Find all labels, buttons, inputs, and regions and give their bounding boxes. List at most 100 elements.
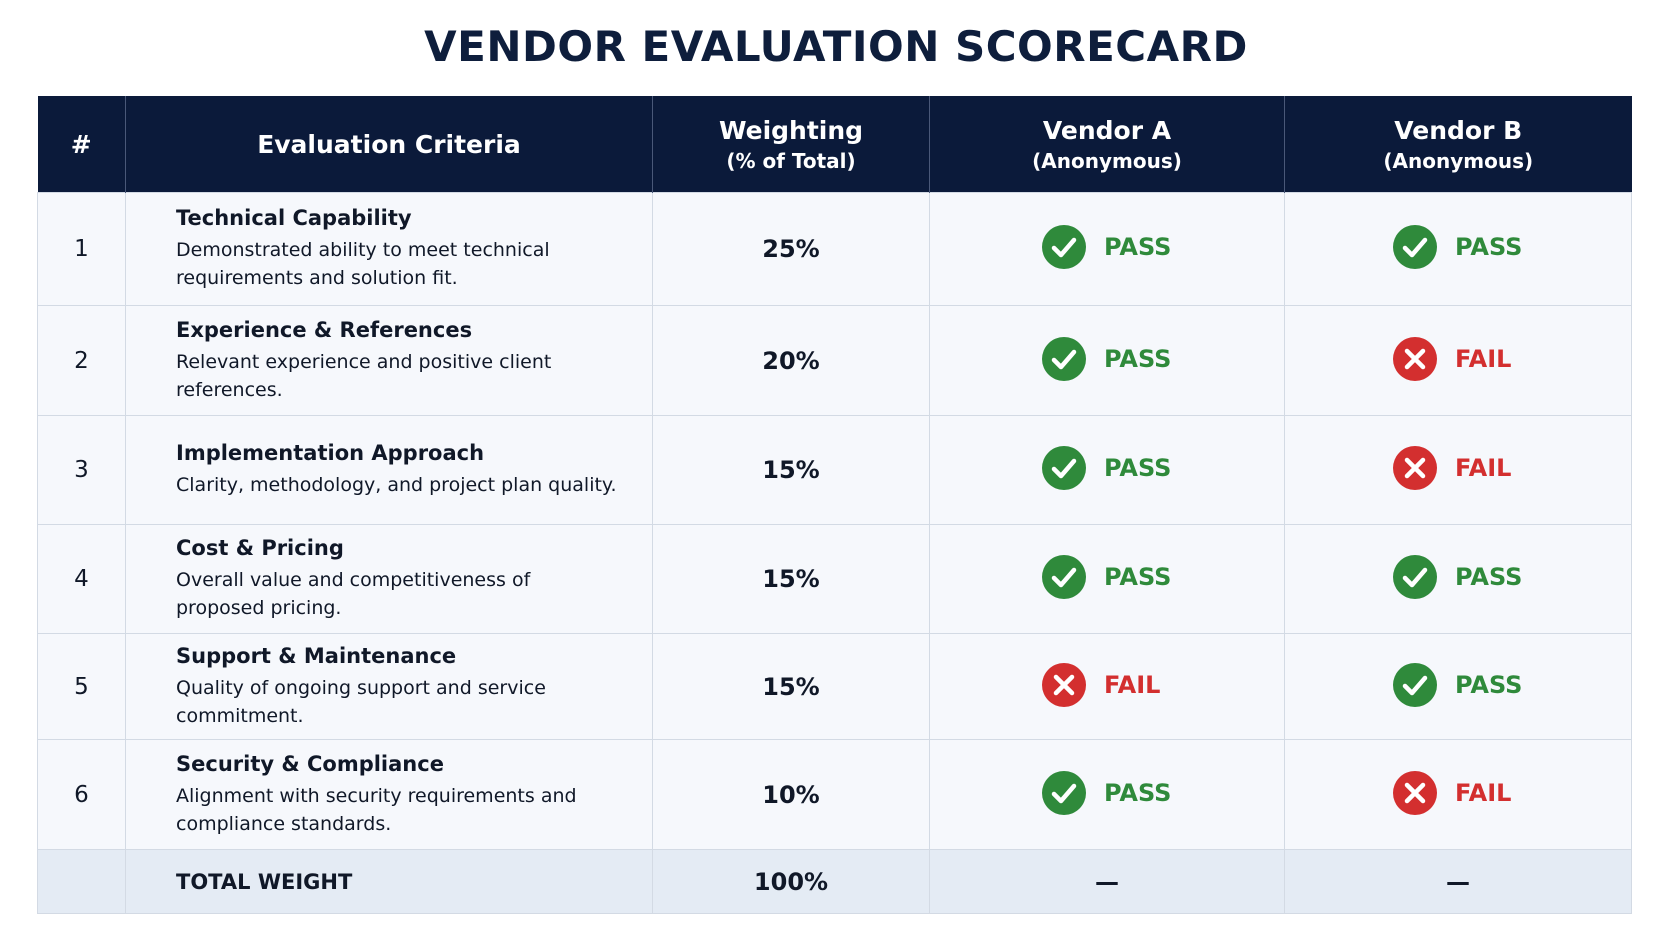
- header-cell: Weighting (% of Total): [652, 96, 930, 193]
- result-cell: PASS: [1284, 524, 1632, 634]
- result-cell: PASS: [929, 739, 1285, 850]
- pass-icon: [1393, 555, 1437, 599]
- header-cell: #: [37, 96, 126, 193]
- weighting: 15%: [652, 415, 930, 525]
- criteria-cell: Support & Maintenance Quality of ongoing …: [125, 633, 653, 740]
- criteria-cell: Technical Capability Demonstrated ability…: [125, 192, 653, 306]
- result: PASS: [1042, 336, 1172, 381]
- total-vendor-a: —: [929, 849, 1285, 914]
- result: PASS: [1042, 555, 1172, 599]
- result: PASS: [1393, 225, 1523, 269]
- table-row: 6 Security & Compliance Alignment with sec…: [37, 739, 1632, 850]
- result-label: PASS: [1455, 233, 1523, 261]
- result-cell: FAIL: [1284, 305, 1632, 416]
- pass-icon: [1042, 555, 1086, 599]
- row-number: 4: [37, 524, 126, 634]
- row-number: 6: [37, 739, 126, 850]
- result: FAIL: [1393, 336, 1523, 381]
- criteria-cell: Experience & References Relevant experien…: [125, 305, 653, 416]
- fail-icon: [1393, 336, 1437, 381]
- row-number: 3: [37, 415, 126, 525]
- criteria-title: Cost & Pricing: [176, 536, 344, 560]
- fail-icon: [1393, 446, 1437, 490]
- criteria-description: Overall value and competitiveness of pro…: [176, 569, 531, 619]
- table-row: 1 Technical Capability Demonstrated abilit…: [37, 192, 1632, 306]
- result-label: PASS: [1104, 778, 1172, 807]
- weighting: 20%: [652, 305, 930, 416]
- result-label: FAIL: [1455, 454, 1512, 482]
- header-sublabel: (Anonymous): [1383, 148, 1534, 173]
- result-cell: PASS: [929, 415, 1285, 525]
- total-label: TOTAL WEIGHT: [176, 869, 353, 894]
- result-label: FAIL: [1455, 344, 1512, 373]
- criteria-description: Clarity, methodology, and project plan q…: [176, 474, 617, 496]
- result: FAIL: [1042, 662, 1172, 707]
- result: FAIL: [1393, 446, 1523, 490]
- row-number: 5: [37, 633, 126, 740]
- result-cell: PASS: [929, 524, 1285, 634]
- weighting: 25%: [652, 192, 930, 306]
- header-cell: Vendor B (Anonymous): [1284, 96, 1632, 193]
- table-row: 2 Experience & References Relevant experie…: [37, 305, 1632, 416]
- fail-icon: [1042, 662, 1086, 707]
- result: PASS: [1393, 662, 1523, 707]
- header-label: Vendor B: [1394, 115, 1523, 145]
- result: PASS: [1042, 770, 1172, 815]
- result: PASS: [1393, 555, 1523, 599]
- weighting: 10%: [652, 739, 930, 850]
- total-row: TOTAL WEIGHT 100% — —: [37, 849, 1632, 914]
- weighting: 15%: [652, 633, 930, 740]
- pass-icon: [1393, 662, 1437, 707]
- table-row: 5 Support & Maintenance Quality of ongoing…: [37, 633, 1632, 740]
- criteria-title: Support & Maintenance: [176, 643, 457, 668]
- result: PASS: [1042, 225, 1172, 269]
- criteria-description: Demonstrated ability to meet technical r…: [176, 239, 550, 289]
- result-label: PASS: [1104, 454, 1172, 482]
- header-cell: Vendor A (Anonymous): [929, 96, 1285, 193]
- total-label-cell: TOTAL WEIGHT: [125, 849, 653, 914]
- result-label: PASS: [1455, 563, 1523, 591]
- header-label: Vendor A: [1042, 115, 1172, 145]
- result-cell: FAIL: [929, 633, 1285, 740]
- fail-icon: [1393, 770, 1437, 815]
- pass-icon: [1042, 336, 1086, 381]
- result-label: PASS: [1104, 563, 1172, 591]
- criteria-title: Security & Compliance: [176, 751, 444, 776]
- empty-cell: [37, 849, 126, 914]
- result-label: PASS: [1104, 233, 1172, 261]
- criteria-title: Technical Capability: [176, 206, 412, 230]
- pass-icon: [1393, 225, 1437, 269]
- total-vendor-b: —: [1284, 849, 1632, 914]
- header-cell: Evaluation Criteria: [125, 96, 653, 193]
- criteria-cell: Cost & Pricing Overall value and competit…: [125, 524, 653, 634]
- result-cell: PASS: [929, 305, 1285, 416]
- result-cell: FAIL: [1284, 739, 1632, 850]
- criteria-description: Alignment with security requirements and…: [176, 784, 577, 835]
- scorecard-table: # Evaluation Criteria Weighting (% of Tot…: [37, 96, 1632, 914]
- result-cell: PASS: [929, 192, 1285, 306]
- result: PASS: [1042, 446, 1172, 490]
- header-sublabel: (% of Total): [726, 148, 856, 173]
- header-label: #: [70, 129, 92, 159]
- criteria-description: Quality of ongoing support and service c…: [176, 676, 546, 727]
- result-label: FAIL: [1104, 670, 1161, 699]
- header-row: # Evaluation Criteria Weighting (% of Tot…: [37, 96, 1632, 193]
- criteria-title: Experience & References: [176, 317, 473, 342]
- pass-icon: [1042, 770, 1086, 815]
- result-label: PASS: [1104, 344, 1172, 373]
- criteria-cell: Implementation Approach Clarity, methodol…: [125, 415, 653, 525]
- criteria-cell: Security & Compliance Alignment with secu…: [125, 739, 653, 850]
- weighting: 15%: [652, 524, 930, 634]
- table-row: 3 Implementation Approach Clarity, methodo…: [37, 415, 1632, 525]
- pass-icon: [1042, 446, 1086, 490]
- header-label: Evaluation Criteria: [257, 129, 521, 159]
- result-cell: FAIL: [1284, 415, 1632, 525]
- criteria-description: Relevant experience and positive client …: [176, 350, 552, 401]
- table-row: 4 Cost & Pricing Overall value and competi…: [37, 524, 1632, 634]
- row-number: 1: [37, 192, 126, 306]
- total-weighting: 100%: [652, 849, 930, 914]
- result-label: PASS: [1455, 670, 1523, 699]
- result-cell: PASS: [1284, 192, 1632, 306]
- pass-icon: [1042, 225, 1086, 269]
- table-body: 1 Technical Capability Demonstrated abilit…: [37, 192, 1632, 914]
